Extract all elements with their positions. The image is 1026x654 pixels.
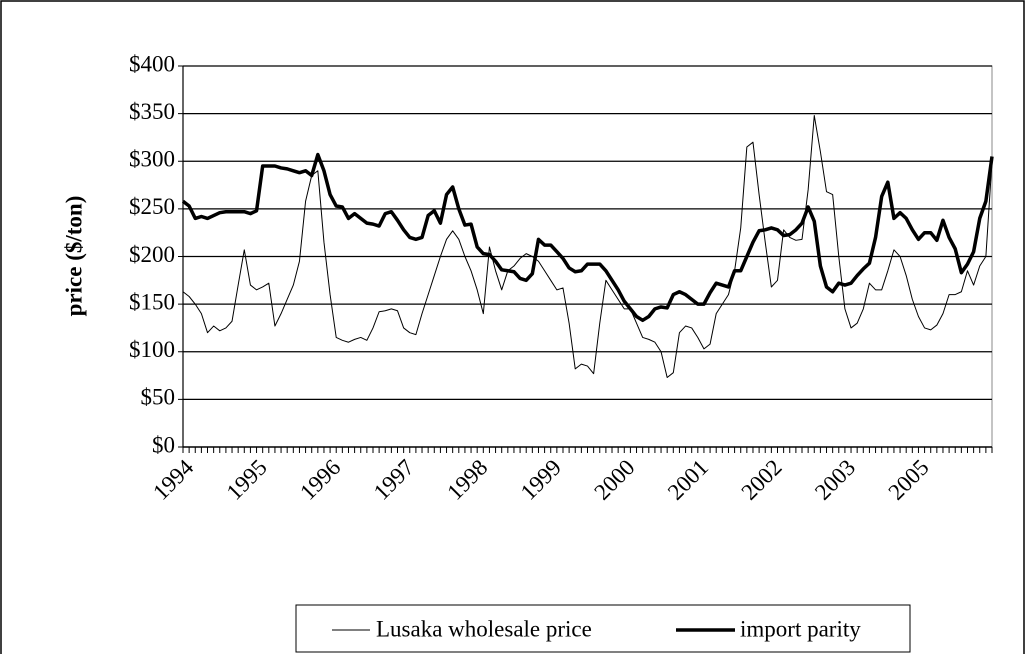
y-tick-label: $300 (129, 147, 175, 172)
series-line (181, 152, 994, 323)
legend-label: Lusaka wholesale price (376, 616, 592, 641)
y-tick-label: $0 (152, 432, 175, 457)
y-tick-label: $100 (129, 337, 175, 362)
legend-box (295, 604, 911, 653)
y-tick-label: $350 (129, 99, 175, 124)
series-line (182, 115, 993, 378)
y-tick-label: $150 (129, 289, 175, 314)
y-tick-label: $250 (129, 194, 175, 219)
y-tick-label: $200 (129, 242, 175, 267)
y-axis-label: price ($/ton) (61, 196, 86, 317)
y-tick-label: $400 (129, 51, 175, 76)
y-tick-label: $50 (141, 385, 176, 410)
legend-label: import parity (740, 616, 861, 641)
